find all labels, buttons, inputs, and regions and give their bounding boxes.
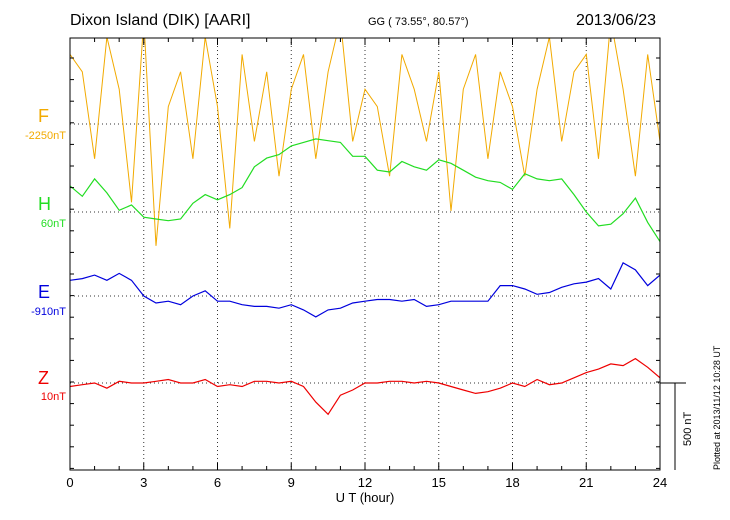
- x-tick-label: 18: [505, 475, 519, 490]
- grid-lines: [70, 38, 660, 470]
- channel-z-letter: Z: [38, 368, 49, 388]
- station-title: Dixon Island (DIK) [AARI]: [70, 12, 251, 29]
- channel-f-offset: -2250nT: [25, 130, 66, 142]
- series-h-line: [70, 138, 660, 242]
- x-tick-label: 9: [288, 475, 295, 490]
- plot-date: 2013/06/23: [576, 12, 657, 29]
- channel-h-letter: H: [38, 194, 51, 214]
- x-tick-label: 3: [140, 475, 147, 490]
- scale-bar-label: 500 nT: [682, 411, 694, 446]
- axis-ticks: [69, 38, 661, 470]
- x-tick-label: 12: [358, 475, 372, 490]
- channel-f-letter: F: [38, 106, 49, 126]
- x-tick-label: 15: [432, 475, 446, 490]
- scale-bar: 500 nT: [660, 382, 694, 470]
- x-tick-label: 6: [214, 475, 221, 490]
- channel-h-offset: 60nT: [40, 218, 66, 230]
- channel-z-offset: 10nT: [40, 391, 66, 403]
- series-f-line: [70, 38, 660, 246]
- x-tick-labels: 0 3 6 9 12 15 18 21 24: [66, 475, 667, 490]
- x-axis-label: U T (hour): [336, 490, 395, 505]
- geo-coordinates: GG ( 73.55°, 80.57°): [368, 16, 469, 28]
- series-e-line: [70, 262, 660, 318]
- x-tick-label: 21: [579, 475, 593, 490]
- channel-e-offset: -910nT: [31, 306, 66, 318]
- trace-layer: [70, 38, 660, 416]
- channel-e-letter: E: [38, 282, 51, 302]
- x-tick-label: 0: [66, 475, 73, 490]
- series-z-line: [70, 357, 660, 416]
- x-tick-label: 24: [653, 475, 667, 490]
